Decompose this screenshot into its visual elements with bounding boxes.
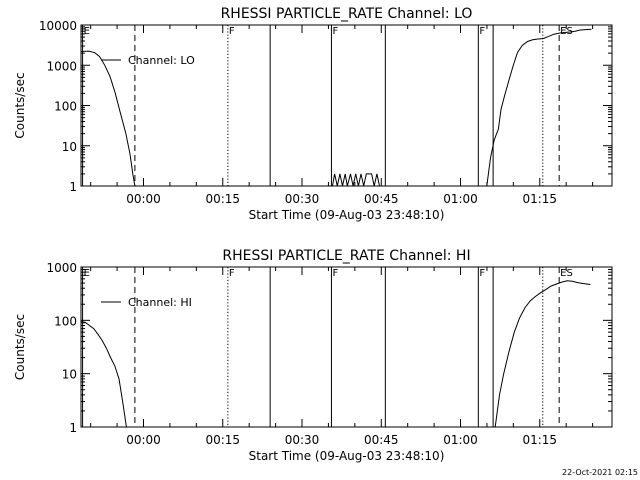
panel-1: RHESSI PARTICLE_RATE Channel: LO Counts/s… bbox=[13, 6, 613, 222]
y-tick-label: 1000 bbox=[46, 59, 77, 73]
event-marker-label: F bbox=[479, 26, 485, 37]
x-tick-label: 01:00 bbox=[443, 192, 478, 206]
y-tick-label: 10000 bbox=[39, 19, 77, 33]
y-tick-label: 10 bbox=[62, 368, 77, 382]
x-tick-label: 00:15 bbox=[205, 433, 240, 447]
y-tick-label: 1 bbox=[69, 180, 77, 194]
x-tick-label: 01:15 bbox=[522, 192, 557, 206]
x-tick-label: 00:45 bbox=[364, 192, 399, 206]
event-marker-label: F bbox=[229, 26, 235, 37]
y-tick-label: 10 bbox=[62, 140, 77, 154]
event-marker-label: F bbox=[229, 268, 235, 279]
event-marker-label: F bbox=[332, 26, 338, 37]
x-tick-label: 00:15 bbox=[205, 192, 240, 206]
x-tick-label: 00:00 bbox=[126, 192, 161, 206]
x-axis-label: Start Time (09-Aug-03 23:48:10) bbox=[249, 208, 445, 222]
footer-timestamp: 22-Oct-2021 02:15 bbox=[562, 468, 638, 477]
x-axis-label: Start Time (09-Aug-03 23:48:10) bbox=[249, 449, 445, 463]
y-axis-label: Counts/sec bbox=[13, 314, 27, 380]
series-line-1-segment-2 bbox=[494, 280, 591, 427]
series-line-1-segment-2 bbox=[332, 173, 380, 186]
x-tick-label: 00:30 bbox=[285, 433, 320, 447]
y-tick-label: 1 bbox=[69, 421, 77, 435]
legend-label: Channel: LO bbox=[128, 54, 195, 67]
event-marker-label: E bbox=[84, 268, 90, 279]
x-tick-label: 00:45 bbox=[364, 433, 399, 447]
chart-title: RHESSI PARTICLE_RATE Channel: LO bbox=[221, 6, 473, 22]
x-tick-label: 00:30 bbox=[285, 192, 320, 206]
y-tick-label: 100 bbox=[54, 314, 77, 328]
x-tick-label: 01:15 bbox=[522, 433, 557, 447]
panel-2: RHESSI PARTICLE_RATE Channel: HI Counts/s… bbox=[13, 248, 613, 463]
y-tick-label: 100 bbox=[54, 100, 77, 114]
series-line-1-segment-1 bbox=[81, 321, 127, 427]
x-tick-label: 00:00 bbox=[126, 433, 161, 447]
chart-title: RHESSI PARTICLE_RATE Channel: HI bbox=[222, 248, 470, 264]
plot-frame bbox=[80, 266, 613, 428]
series-line-1-segment-1 bbox=[81, 50, 136, 186]
event-marker-label: F bbox=[332, 268, 338, 279]
event-marker-label: ES bbox=[560, 268, 573, 279]
y-tick-label: 1000 bbox=[46, 261, 77, 275]
event-marker-label: F bbox=[479, 268, 485, 279]
series-line-1-segment-3 bbox=[486, 28, 592, 186]
event-marker-label: ES bbox=[560, 26, 573, 37]
x-tick-label: 01:00 bbox=[443, 433, 478, 447]
y-axis-label: Counts/sec bbox=[13, 72, 27, 138]
legend-label: Channel: HI bbox=[128, 296, 192, 309]
event-marker-label: E bbox=[84, 26, 90, 37]
